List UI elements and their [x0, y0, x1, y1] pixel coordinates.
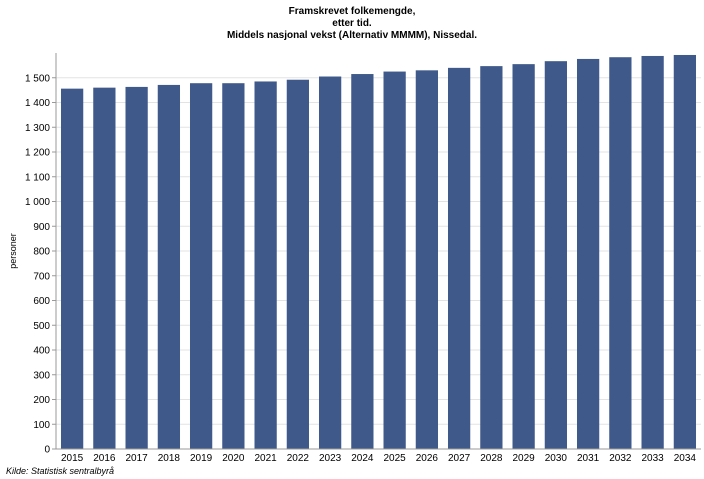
bar-2030	[544, 61, 568, 449]
x-tick-label: 2030	[545, 453, 568, 464]
bar-2029	[512, 64, 535, 449]
x-tick-label: 2016	[93, 453, 116, 464]
y-axis-label: personer	[8, 233, 18, 269]
x-tick-label: 2018	[158, 453, 181, 464]
x-tick-label: 2022	[287, 453, 310, 464]
bar-2033	[641, 55, 664, 449]
chart-title-line-3: Middels nasjonal vekst (Alternativ MMMM)…	[226, 30, 478, 41]
bars	[60, 54, 697, 450]
bar-2018	[157, 84, 181, 450]
bar-2034	[673, 54, 697, 449]
x-tick-label: 2032	[609, 453, 632, 464]
y-tick-label: 200	[33, 395, 50, 406]
x-tick-label: 2026	[416, 453, 439, 464]
bar-2021	[254, 81, 277, 450]
chart-title-line-1: Framskrevet folkemengde,	[288, 6, 416, 17]
bar-2015	[60, 88, 84, 449]
y-tick-label: 1 300	[25, 123, 50, 134]
bar-2024	[351, 74, 374, 449]
bar-2027	[447, 67, 471, 449]
y-tick-label: 1 100	[25, 172, 50, 183]
bar-2025	[383, 71, 406, 449]
bar-2022	[286, 79, 310, 449]
y-tick-label: 300	[33, 370, 50, 381]
x-tick-label: 2015	[61, 453, 84, 464]
bar-2017	[125, 86, 148, 449]
bar-2019	[189, 83, 213, 449]
y-tick-label: 800	[33, 247, 50, 258]
x-tick-label: 2020	[222, 453, 245, 464]
bar-2032	[609, 57, 632, 450]
y-tick-label: 100	[33, 420, 50, 431]
bar-2028	[480, 66, 503, 450]
x-axis-ticks: 2015 2016 2017 2018 2019 2020 2021 2022 2023 2024…	[61, 453, 696, 464]
x-tick-label: 2023	[319, 453, 342, 464]
x-tick-label: 2019	[190, 453, 213, 464]
y-tick-label: 1 200	[25, 148, 50, 159]
y-tick-label: 900	[33, 222, 50, 233]
x-tick-label: 2017	[126, 453, 149, 464]
gridlines	[56, 77, 701, 450]
y-tick-label: 500	[33, 321, 50, 332]
x-tick-label: 2025	[384, 453, 407, 464]
chart-title: Framskrevet folkemengde, etter tid. Midd…	[0, 6, 704, 42]
bar-2026	[415, 70, 439, 449]
x-tick-label: 2024	[351, 453, 374, 464]
y-tick-label: 700	[33, 271, 50, 282]
bar-2016	[93, 87, 116, 450]
x-tick-label: 2029	[513, 453, 536, 464]
bar-2020	[222, 83, 245, 449]
y-tick-label: 0	[44, 445, 50, 456]
y-tick-label: 1 500	[25, 73, 50, 84]
x-tick-label: 2033	[642, 453, 665, 464]
x-tick-label: 2028	[480, 453, 503, 464]
source-note: Kilde: Statistisk sentralbyrå	[6, 466, 115, 476]
y-tick-label: 400	[33, 346, 50, 357]
bar-2023	[318, 76, 342, 449]
x-tick-label: 2021	[255, 453, 278, 464]
bar-2031	[576, 58, 600, 449]
x-tick-label: 2027	[448, 453, 471, 464]
x-tick-label: 2034	[674, 453, 697, 464]
y-tick-label: 1 400	[25, 98, 50, 109]
chart-title-line-2: etter tid.	[332, 18, 372, 29]
y-tick-label: 600	[33, 296, 50, 307]
x-tick-label: 2031	[577, 453, 600, 464]
y-tick-label: 1 000	[25, 197, 50, 208]
y-axis-ticks: 0 100 200 300 400 500 600 700 800 900 1 000 1 100 1 …	[25, 73, 56, 456]
